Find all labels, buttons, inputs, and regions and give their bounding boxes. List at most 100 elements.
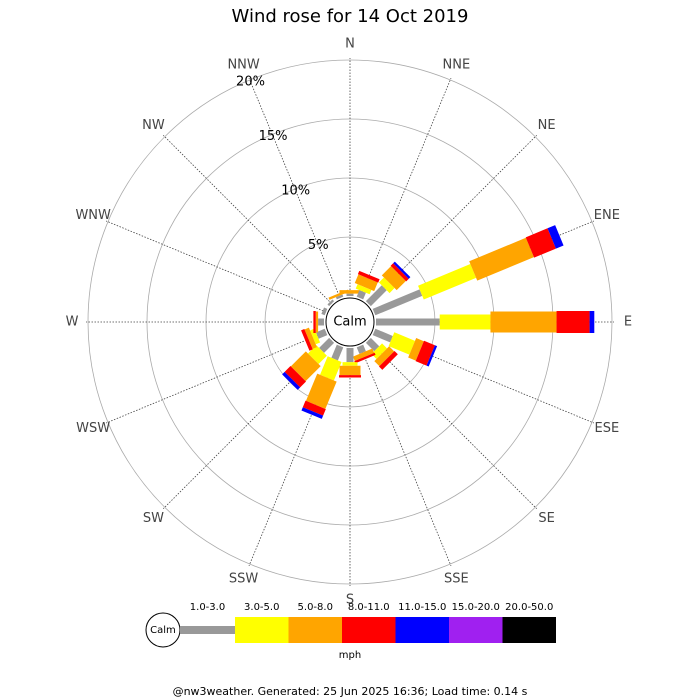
- petal-segment: [355, 284, 372, 295]
- legend-label: 8.0-11.0: [348, 602, 390, 613]
- petal-segment: [339, 375, 361, 378]
- spoke: [248, 77, 341, 299]
- petal-segment: [378, 350, 398, 370]
- chart-title: Wind rose for 14 Oct 2019: [232, 6, 469, 27]
- legend-swatch: [342, 617, 396, 643]
- petal-segment: [556, 311, 590, 333]
- legend-swatch: [449, 617, 503, 643]
- petal-segment: [315, 328, 328, 339]
- direction-label: NW: [142, 118, 165, 133]
- petal-segment: [307, 345, 327, 365]
- petal-segment: [356, 344, 366, 354]
- ring-label: 15%: [259, 129, 288, 144]
- legend-swatch: [395, 617, 449, 643]
- petal-segment: [415, 340, 435, 366]
- ring-label: 5%: [308, 238, 329, 253]
- legend-label: 20.0-50.0: [505, 602, 553, 613]
- petal-segment: [327, 299, 335, 307]
- petal-segment: [313, 311, 316, 333]
- petal-segment: [426, 345, 438, 367]
- direction-label: NNE: [443, 58, 471, 73]
- petal-segment: [315, 311, 319, 333]
- direction-label: S: [346, 593, 354, 608]
- unit-label: mph: [339, 650, 361, 661]
- petal-segment: [305, 373, 337, 409]
- legend-swatch: [502, 617, 556, 643]
- petal-segment: [365, 285, 387, 307]
- legend-label: 15.0-20.0: [452, 602, 500, 613]
- petal-segment: [301, 329, 313, 351]
- ring-label: 20%: [236, 74, 265, 89]
- petal-segment: [318, 318, 324, 326]
- petal-segment: [284, 365, 307, 388]
- petal-segment: [335, 294, 344, 300]
- petal-segment: [365, 337, 380, 352]
- direction-label: WNW: [75, 208, 111, 223]
- petal-segment: [357, 270, 380, 283]
- direction-label: SSW: [229, 571, 259, 586]
- direction-label: W: [66, 315, 79, 330]
- petal-segment: [381, 266, 406, 291]
- ring-label: 10%: [281, 183, 310, 198]
- petal-segment: [376, 318, 440, 326]
- spoke: [105, 331, 327, 424]
- petal-segment: [371, 343, 388, 360]
- petal-segment: [374, 346, 395, 367]
- petal-segment: [290, 351, 321, 382]
- direction-label: ESE: [594, 421, 619, 436]
- legend-label: 3.0-5.0: [244, 602, 279, 613]
- petal-segment: [354, 352, 376, 364]
- petal-segment: [301, 407, 324, 419]
- petal-segment: [304, 327, 317, 349]
- petal-segment: [321, 307, 328, 316]
- legend-swatch: [288, 617, 342, 643]
- direction-label: SSE: [444, 571, 469, 586]
- petal-segment: [490, 311, 557, 333]
- spoke: [359, 345, 452, 567]
- spoke: [105, 220, 327, 313]
- legend-label: 5.0-8.0: [298, 602, 333, 613]
- direction-label: NNW: [227, 58, 259, 73]
- petal-segment: [393, 261, 411, 279]
- calm-label: Calm: [333, 315, 366, 330]
- petal-segment: [408, 338, 424, 361]
- footer: @nw3weather. Generated: 25 Jun 2025 16:3…: [173, 685, 528, 698]
- petal-segment: [352, 348, 375, 361]
- spoke: [359, 77, 452, 299]
- petal-segment: [356, 290, 366, 300]
- petal-segment: [418, 264, 477, 300]
- grid-ring: [87, 59, 613, 585]
- petal-segment: [372, 328, 393, 343]
- petal-segment: [525, 228, 556, 258]
- petal-segment: [354, 274, 378, 292]
- direction-label: E: [624, 315, 632, 330]
- petal-segment: [378, 277, 395, 294]
- legend-swatch: [180, 626, 235, 634]
- direction-label: WSW: [76, 421, 110, 436]
- petal-segment: [320, 356, 342, 381]
- petal-segment: [339, 365, 361, 376]
- petal-segment: [282, 371, 301, 390]
- petal-segment: [331, 344, 344, 361]
- petal-segment: [390, 263, 409, 282]
- petal-segment: [346, 293, 354, 296]
- petal-segment: [342, 362, 358, 366]
- spoke: [368, 340, 537, 509]
- legend-label: 1.0-3.0: [190, 602, 225, 613]
- direction-label: ENE: [594, 208, 620, 223]
- direction-label: SW: [143, 511, 164, 526]
- calm-circle: [325, 297, 375, 347]
- legend-swatch: [235, 617, 289, 643]
- petal-segment: [372, 289, 423, 316]
- petal-segment: [589, 311, 595, 333]
- direction-label: N: [345, 37, 355, 52]
- legend-label: 11.0-15.0: [398, 602, 446, 613]
- petal-segment: [439, 314, 491, 330]
- petal-segment: [319, 337, 335, 353]
- petal-segment: [328, 289, 349, 300]
- direction-label: SE: [538, 511, 554, 526]
- direction-label: NE: [538, 118, 556, 133]
- petal-segment: [388, 332, 416, 355]
- petal-segment: [302, 400, 326, 416]
